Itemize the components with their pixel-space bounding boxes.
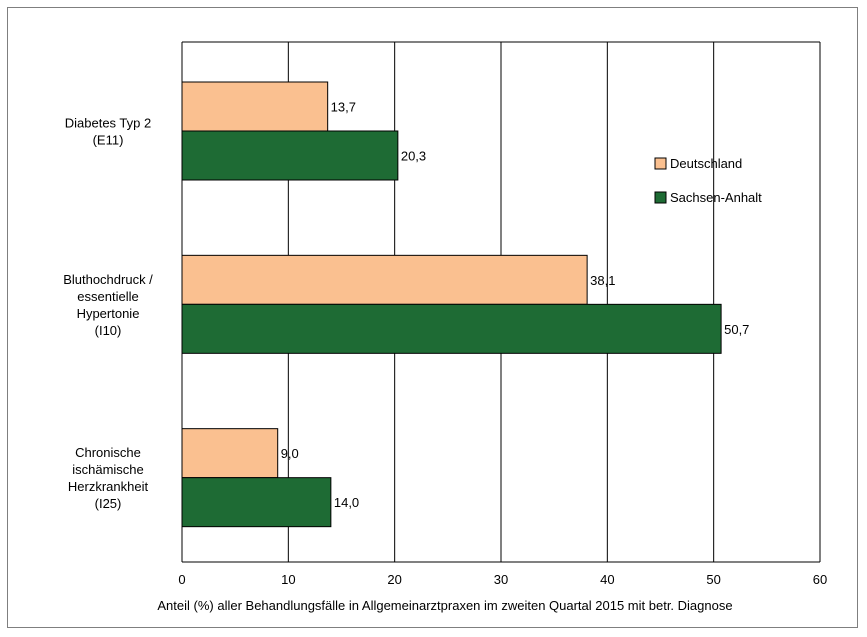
legend: Deutschland Sachsen-Anhalt xyxy=(654,156,762,205)
x-tick-label: 20 xyxy=(387,572,401,587)
x-tick-label: 50 xyxy=(706,572,720,587)
legend-swatch xyxy=(654,157,667,170)
bar-sachsen-anhalt-2 xyxy=(181,477,332,528)
x-tick-label: 30 xyxy=(494,572,508,587)
category-label: Chronische ischämische Herzkrankheit (I25) xyxy=(68,445,149,511)
data-label: 50,7 xyxy=(724,322,749,337)
category-label: Diabetes Typ 2 (E11) xyxy=(65,116,151,148)
data-label: 20,3 xyxy=(401,149,426,164)
bar-deutschland-0 xyxy=(181,81,329,132)
x-tick-labels: 0 10 20 30 40 50 60 xyxy=(178,572,827,587)
data-label: 14,0 xyxy=(334,495,359,510)
category-labels: Diabetes Typ 2 (E11) Bluthochdruck / essent… xyxy=(63,116,153,512)
x-tick-label: 40 xyxy=(600,572,614,587)
data-label: 38,1 xyxy=(590,273,615,288)
data-label: 13,7 xyxy=(331,100,356,115)
legend-label: Sachsen-Anhalt xyxy=(670,190,762,205)
x-tick-label: 0 xyxy=(178,572,185,587)
x-tick-label: 10 xyxy=(281,572,295,587)
category-label: Bluthochdruck / essentielle Hypertonie (I10… xyxy=(63,272,153,338)
bar-deutschland-1 xyxy=(181,254,588,305)
legend-label: Deutschland xyxy=(670,156,742,171)
bar-sachsen-anhalt-0 xyxy=(181,130,399,181)
x-tick-label: 60 xyxy=(813,572,827,587)
data-labels: 13,7 20,3 38,1 50,7 9,0 14,0 xyxy=(281,100,750,511)
legend-swatch xyxy=(654,191,667,204)
bar-deutschland-2 xyxy=(181,428,279,479)
bar-sachsen-anhalt-1 xyxy=(181,303,722,354)
x-axis-label: Anteil (%) aller Behandlungsfälle in All… xyxy=(157,598,732,613)
data-label: 9,0 xyxy=(281,446,299,461)
bars xyxy=(181,81,722,528)
